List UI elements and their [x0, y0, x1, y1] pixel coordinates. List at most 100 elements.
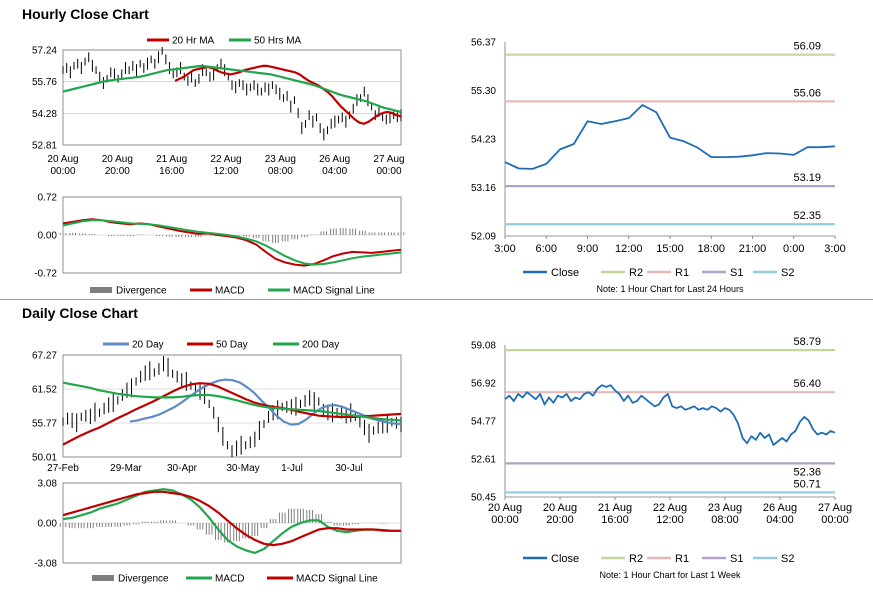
x-tick-label: 18:00: [697, 243, 725, 255]
y-tick-label: 0.00: [38, 519, 58, 530]
close-line: [504, 384, 836, 446]
level-label-r1: 56.40: [793, 378, 821, 390]
x-tick-label: 16:00: [601, 514, 629, 526]
macd-line: [62, 488, 401, 555]
legend-s2: S2: [781, 267, 794, 279]
y-tick-label: 0.72: [38, 193, 58, 204]
y-tick-label: 67.27: [32, 351, 57, 362]
y-tick-label: -3.08: [34, 559, 57, 570]
ma20-line: [174, 64, 402, 125]
legend-close: Close: [551, 267, 579, 279]
y-tick-label: 53.16: [471, 183, 496, 194]
y-tick-label: 55.77: [32, 419, 57, 430]
legend-macd: MACD: [215, 574, 244, 585]
x-tick-label: 00:00: [821, 514, 849, 526]
legend-50hr-ma: 50 Hrs MA: [254, 36, 302, 47]
chart-note: Note: 1 Hour Chart for Last 1 Week: [600, 570, 741, 580]
y-tick-label: 52.81: [32, 141, 57, 152]
level-label-r2: 58.79: [793, 336, 821, 348]
y-tick-label: 59.08: [471, 341, 496, 352]
legend-r1: R1: [675, 553, 689, 565]
legend-50-day: 50 Day: [216, 340, 248, 351]
y-tick-label: 54.77: [471, 417, 496, 428]
x-tick-label: 23 Aug: [265, 154, 296, 165]
x-tick-label: 22 Aug: [653, 502, 687, 514]
plot-frame: [62, 49, 402, 146]
x-tick-label: 0:00: [783, 243, 804, 255]
y-tick-label: 56.37: [471, 38, 496, 49]
level-label-r1: 55.06: [793, 87, 821, 99]
y-tick-label: 52.09: [471, 232, 496, 243]
x-tick-label: 9:00: [577, 243, 598, 255]
x-tick-label: 27 Aug: [818, 502, 852, 514]
x-tick-label: 27-Feb: [47, 463, 79, 474]
legend-close: Close: [551, 553, 579, 565]
macd-signal-line: [62, 490, 401, 547]
legend-200-day: 200 Day: [302, 340, 339, 351]
x-tick-label: 21 Aug: [156, 154, 187, 165]
y-tick-label: 61.52: [32, 385, 57, 396]
y-tick-label: 50.01: [32, 453, 57, 464]
level-label-s2: 50.71: [793, 478, 821, 490]
legend-divergence-swatch: [92, 575, 114, 581]
x-tick-label: 20:00: [105, 166, 130, 177]
legend-20hr-ma: 20 Hr MA: [172, 36, 215, 47]
ma50-line: [62, 64, 402, 114]
x-tick-label: 27 Aug: [373, 154, 404, 165]
day50-line: [62, 382, 402, 446]
x-tick-label: 6:00: [536, 243, 557, 255]
hourly-section-title: Hourly Close Chart: [22, 6, 149, 22]
x-tick-label: 3:00: [494, 243, 515, 255]
x-tick-label: 21 Aug: [598, 502, 632, 514]
macd-line: [62, 218, 402, 267]
y-tick-label: -0.72: [34, 269, 57, 280]
x-tick-label: 30-May: [226, 463, 259, 474]
x-tick-label: 00:00: [491, 514, 519, 526]
level-label-s2: 52.35: [793, 210, 821, 222]
legend-divergence: Divergence: [116, 286, 167, 297]
x-tick-label: 20:00: [546, 514, 574, 526]
x-tick-label: 1-Jul: [281, 463, 303, 474]
legend-r1: R1: [675, 267, 689, 279]
x-tick-label: 20 Aug: [102, 154, 133, 165]
y-tick-label: 3.08: [38, 479, 58, 490]
y-tick-label: 57.24: [32, 46, 57, 57]
x-tick-label: 12:00: [615, 243, 643, 255]
level-label-r2: 56.09: [793, 41, 821, 53]
x-tick-label: 21:00: [739, 243, 767, 255]
y-tick-label: 54.28: [32, 109, 57, 120]
x-tick-label: 15:00: [656, 243, 684, 255]
x-tick-label: 26 Aug: [319, 154, 350, 165]
y-tick-label: 56.92: [471, 379, 496, 390]
x-tick-label: 23 Aug: [708, 502, 742, 514]
x-tick-label: 08:00: [711, 514, 739, 526]
legend-macd-signal: MACD Signal Line: [293, 286, 375, 297]
x-tick-label: 26 Aug: [763, 502, 797, 514]
x-tick-label: 30-Apr: [167, 463, 198, 474]
legend-r2: R2: [629, 553, 643, 565]
x-tick-label: 3:00: [824, 243, 845, 255]
legend-s1: S1: [730, 267, 743, 279]
legend-r2: R2: [629, 267, 643, 279]
legend-s2: S2: [781, 553, 794, 565]
macd-signal-line: [62, 219, 402, 266]
y-tick-label: 50.45: [471, 493, 496, 504]
daily-section-title: Daily Close Chart: [22, 305, 138, 321]
y-tick-label: 52.61: [471, 455, 496, 466]
chart-note: Note: 1 Hour Chart for Last 24 Hours: [596, 284, 744, 294]
x-tick-label: 12:00: [213, 166, 238, 177]
y-tick-label: 0.00: [38, 231, 58, 242]
x-tick-label: 20 Aug: [47, 154, 78, 165]
x-tick-label: 08:00: [268, 166, 293, 177]
level-label-s1: 52.36: [793, 466, 821, 478]
y-tick-label: 55.76: [32, 77, 57, 88]
x-tick-label: 30-Jul: [335, 463, 362, 474]
y-tick-label: 54.23: [471, 135, 496, 146]
close-line: [504, 104, 836, 170]
x-tick-label: 00:00: [50, 166, 75, 177]
x-tick-label: 20 Aug: [543, 502, 577, 514]
x-tick-label: 12:00: [656, 514, 684, 526]
day200-line: [62, 381, 402, 422]
legend-divergence-swatch: [90, 287, 112, 293]
